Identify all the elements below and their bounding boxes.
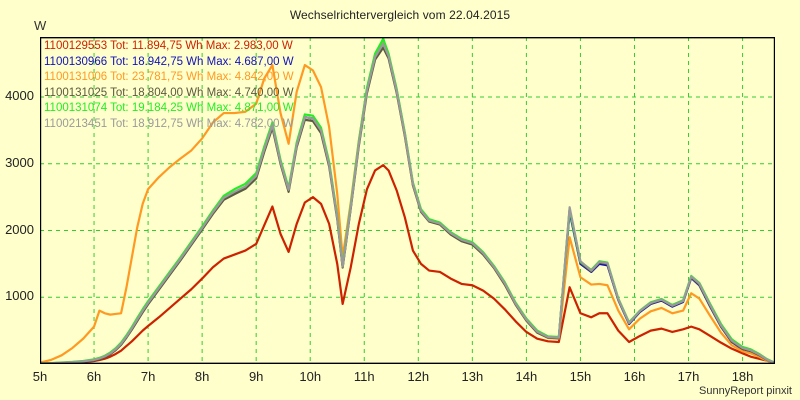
x-tick-12h: 12h xyxy=(407,369,430,384)
x-tick-6h: 6h xyxy=(86,369,102,384)
legend: 1100129553 Tot: 11.894,75 Wh Max: 2.983,… xyxy=(44,39,294,132)
legend-item-1100213451: 1100213451 Tot: 18.912,75 Wh Max: 4.782,… xyxy=(44,117,294,130)
legend-item-1100131074: 1100131074 Tot: 19.184,25 Wh Max: 4.871,… xyxy=(44,102,294,114)
legend-item-1100130966: 1100130966 Tot: 18.942,75 Wh Max: 4.687,… xyxy=(44,55,294,68)
x-tick-10h: 10h xyxy=(299,369,322,384)
x-tick-17h: 17h xyxy=(677,369,700,384)
series-lines xyxy=(40,37,775,364)
chart-canvas xyxy=(40,37,775,364)
gridlines xyxy=(40,37,775,364)
legend-item-1100131025: 1100131025 Tot: 18.804,00 Wh Max: 4.740,… xyxy=(44,86,294,99)
x-tick-15h: 15h xyxy=(569,369,592,384)
y-tick-2000: 2000 xyxy=(5,221,34,237)
y-tick-3000: 3000 xyxy=(5,154,34,170)
plot-area xyxy=(40,37,775,364)
x-tick-11h: 11h xyxy=(353,369,375,384)
x-tick-14h: 14h xyxy=(515,369,538,384)
x-tick-16h: 16h xyxy=(623,369,646,384)
plot-frame xyxy=(40,37,775,364)
x-tick-13h: 13h xyxy=(461,369,484,384)
y-tick-1000: 1000 xyxy=(5,288,34,304)
x-tick-8h: 8h xyxy=(194,369,210,384)
x-tick-18h: 18h xyxy=(731,369,754,384)
legend-item-1100131006: 1100131006 Tot: 23.781,75 Wh Max: 4.842,… xyxy=(44,71,294,83)
chart-title: Wechselrichtervergleich vom 22.04.2015 xyxy=(289,8,511,22)
y-axis-unit-label: W xyxy=(34,18,47,33)
series-line-1100213451 xyxy=(40,42,775,364)
x-tick-5h: 5h xyxy=(32,369,48,384)
watermark-label: SunnyReport pinxit xyxy=(699,385,792,397)
legend-item-1100129553: 1100129553 Tot: 11.894,75 Wh Max: 2.983,… xyxy=(44,40,293,52)
y-tick-4000: 4000 xyxy=(5,88,34,104)
series-line-1100129553 xyxy=(40,164,775,364)
x-tick-9h: 9h xyxy=(248,369,264,384)
x-tick-7h: 7h xyxy=(140,369,156,384)
